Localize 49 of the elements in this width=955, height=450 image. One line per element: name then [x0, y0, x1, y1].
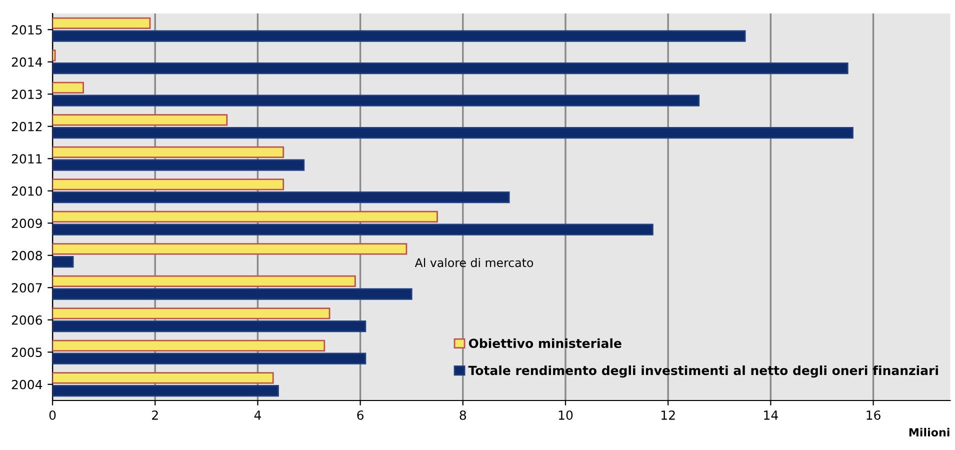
- bar: [52, 256, 74, 268]
- bar: [52, 159, 305, 171]
- x-axis-title: Milioni: [909, 428, 950, 436]
- y-tick-label: 2009: [12, 218, 42, 228]
- bar: [52, 17, 151, 30]
- x-tick-label: 6: [357, 410, 364, 420]
- bar: [52, 340, 326, 352]
- x-tick-label: 8: [460, 410, 466, 420]
- bar: [52, 320, 366, 332]
- bar: [52, 275, 356, 288]
- bar: [52, 191, 510, 204]
- bar: [52, 50, 56, 62]
- bar: [52, 372, 274, 384]
- y-tick-label: 2006: [12, 315, 42, 325]
- x-tick-label: 14: [764, 410, 778, 420]
- bar: [52, 62, 848, 74]
- y-tick-label: 2014: [12, 57, 42, 67]
- bar: [52, 243, 408, 255]
- x-tick-label: 4: [254, 410, 261, 420]
- legend-label: Totale rendimento degli investimenti al netto degli oneri finanziari: [468, 365, 938, 378]
- bar: [52, 352, 366, 364]
- bar: [52, 30, 746, 42]
- bar: [52, 210, 438, 223]
- x-tick-label: 10: [558, 410, 573, 420]
- bar: [52, 94, 700, 106]
- y-tick-label: 2011: [12, 154, 42, 164]
- legend-label: Obiettivo ministeriale: [468, 338, 622, 348]
- y-tick-label: 2012: [12, 122, 42, 132]
- y-tick-label: 2010: [12, 186, 42, 196]
- y-tick-label: 2013: [12, 90, 42, 100]
- annotation: Al valore di mercato: [414, 258, 534, 268]
- y-tick-label: 2004: [12, 380, 42, 390]
- bar: [52, 146, 284, 158]
- bar: [52, 82, 84, 94]
- bar: [52, 114, 228, 126]
- y-tick-label: 2015: [12, 25, 42, 35]
- x-tick-label: 2: [152, 410, 158, 420]
- x-tick-label: 16: [866, 410, 880, 420]
- y-tick-label: 2007: [12, 283, 42, 293]
- y-tick-label: 2005: [12, 348, 42, 358]
- bar: [52, 126, 854, 139]
- bar: [52, 384, 279, 397]
- y-tick-label: 2008: [12, 250, 42, 260]
- bar: [52, 308, 330, 320]
- x-tick-label: 12: [662, 410, 675, 420]
- bar: [52, 224, 654, 236]
- bar: [52, 178, 284, 190]
- bar: [52, 288, 412, 300]
- x-tick-label: 0: [49, 410, 56, 420]
